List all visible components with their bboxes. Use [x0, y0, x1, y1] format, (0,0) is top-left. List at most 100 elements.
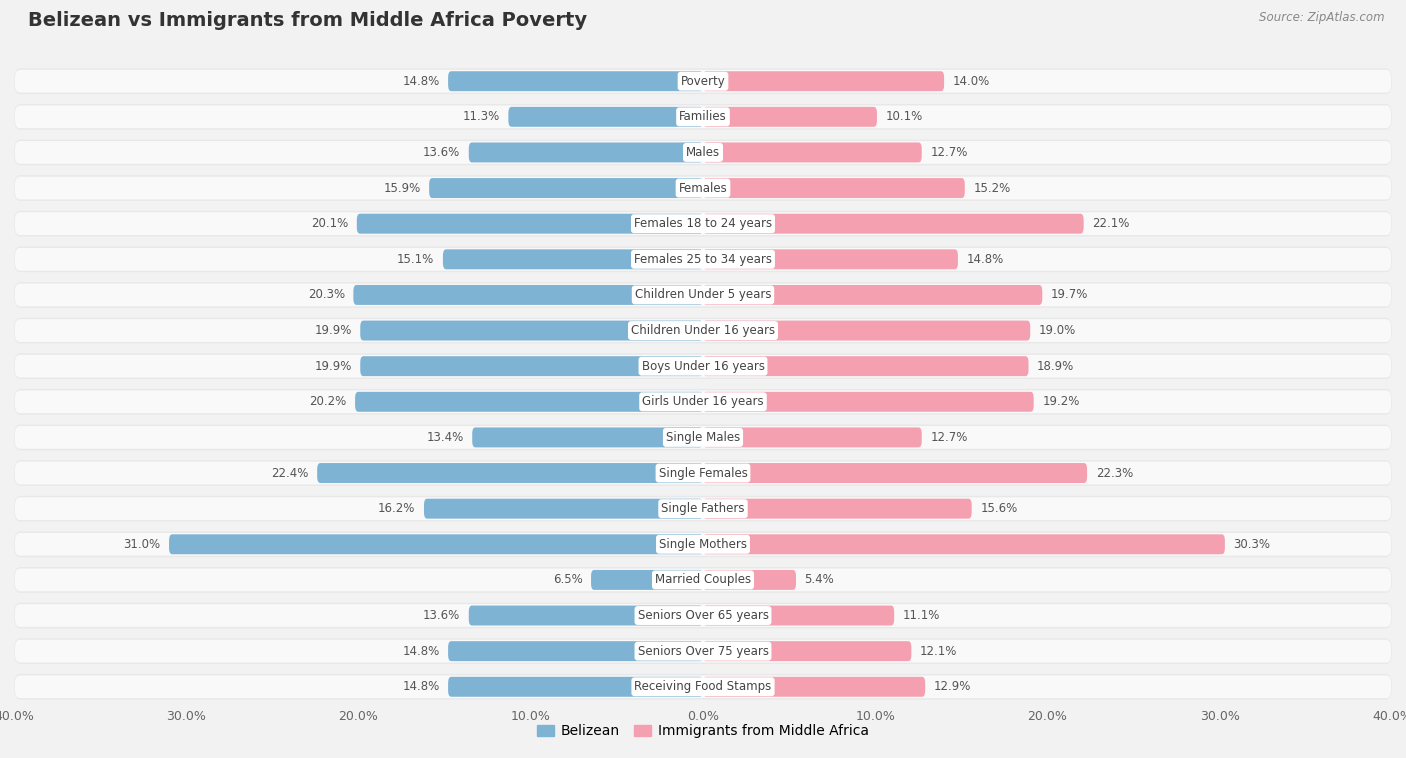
FancyBboxPatch shape — [703, 249, 957, 269]
FancyBboxPatch shape — [703, 143, 922, 162]
FancyBboxPatch shape — [14, 248, 1392, 271]
FancyBboxPatch shape — [14, 319, 1392, 342]
FancyBboxPatch shape — [14, 177, 1392, 199]
FancyBboxPatch shape — [703, 677, 925, 697]
Text: 13.6%: 13.6% — [423, 609, 460, 622]
FancyBboxPatch shape — [14, 283, 1392, 306]
Text: 6.5%: 6.5% — [553, 573, 582, 587]
Text: Families: Families — [679, 111, 727, 124]
FancyBboxPatch shape — [14, 246, 1392, 272]
Text: Poverty: Poverty — [681, 75, 725, 88]
FancyBboxPatch shape — [14, 497, 1392, 520]
Legend: Belizean, Immigrants from Middle Africa: Belizean, Immigrants from Middle Africa — [531, 719, 875, 744]
FancyBboxPatch shape — [14, 175, 1392, 201]
FancyBboxPatch shape — [703, 428, 922, 447]
FancyBboxPatch shape — [14, 212, 1392, 235]
FancyBboxPatch shape — [14, 68, 1392, 94]
FancyBboxPatch shape — [14, 496, 1392, 522]
FancyBboxPatch shape — [703, 285, 1042, 305]
FancyBboxPatch shape — [169, 534, 703, 554]
Text: Belizean vs Immigrants from Middle Africa Poverty: Belizean vs Immigrants from Middle Afric… — [28, 11, 588, 30]
FancyBboxPatch shape — [425, 499, 703, 518]
Text: 14.8%: 14.8% — [402, 680, 440, 694]
FancyBboxPatch shape — [14, 568, 1392, 591]
FancyBboxPatch shape — [468, 143, 703, 162]
FancyBboxPatch shape — [703, 392, 1033, 412]
FancyBboxPatch shape — [14, 567, 1392, 593]
FancyBboxPatch shape — [703, 570, 796, 590]
Text: 15.1%: 15.1% — [396, 253, 434, 266]
FancyBboxPatch shape — [14, 139, 1392, 165]
FancyBboxPatch shape — [14, 355, 1392, 377]
FancyBboxPatch shape — [14, 390, 1392, 413]
FancyBboxPatch shape — [14, 105, 1392, 128]
Text: Boys Under 16 years: Boys Under 16 years — [641, 360, 765, 373]
Text: Children Under 5 years: Children Under 5 years — [634, 289, 772, 302]
FancyBboxPatch shape — [14, 426, 1392, 449]
FancyBboxPatch shape — [472, 428, 703, 447]
FancyBboxPatch shape — [318, 463, 703, 483]
Text: 20.3%: 20.3% — [308, 289, 344, 302]
Text: 19.9%: 19.9% — [315, 324, 352, 337]
Text: 19.2%: 19.2% — [1042, 396, 1080, 409]
Text: 20.2%: 20.2% — [309, 396, 346, 409]
FancyBboxPatch shape — [703, 356, 1029, 376]
Text: 11.1%: 11.1% — [903, 609, 941, 622]
Text: 12.7%: 12.7% — [931, 431, 967, 444]
FancyBboxPatch shape — [703, 321, 1031, 340]
FancyBboxPatch shape — [449, 71, 703, 91]
FancyBboxPatch shape — [443, 249, 703, 269]
FancyBboxPatch shape — [14, 462, 1392, 484]
Text: 15.9%: 15.9% — [384, 182, 420, 195]
Text: Single Males: Single Males — [666, 431, 740, 444]
FancyBboxPatch shape — [703, 71, 945, 91]
FancyBboxPatch shape — [591, 570, 703, 590]
Text: 19.9%: 19.9% — [315, 360, 352, 373]
Text: 18.9%: 18.9% — [1038, 360, 1074, 373]
Text: Females 25 to 34 years: Females 25 to 34 years — [634, 253, 772, 266]
Text: 14.8%: 14.8% — [402, 75, 440, 88]
Text: Girls Under 16 years: Girls Under 16 years — [643, 396, 763, 409]
Text: 12.7%: 12.7% — [931, 146, 967, 159]
Text: Females 18 to 24 years: Females 18 to 24 years — [634, 218, 772, 230]
Text: 12.9%: 12.9% — [934, 680, 972, 694]
Text: 15.6%: 15.6% — [980, 502, 1018, 515]
FancyBboxPatch shape — [509, 107, 703, 127]
FancyBboxPatch shape — [703, 463, 1087, 483]
Text: 31.0%: 31.0% — [124, 537, 160, 551]
Text: 14.8%: 14.8% — [966, 253, 1004, 266]
FancyBboxPatch shape — [703, 107, 877, 127]
FancyBboxPatch shape — [14, 640, 1392, 662]
FancyBboxPatch shape — [14, 141, 1392, 164]
Text: 5.4%: 5.4% — [804, 573, 834, 587]
Text: Married Couples: Married Couples — [655, 573, 751, 587]
FancyBboxPatch shape — [14, 674, 1392, 700]
Text: Males: Males — [686, 146, 720, 159]
FancyBboxPatch shape — [14, 603, 1392, 628]
FancyBboxPatch shape — [703, 178, 965, 198]
FancyBboxPatch shape — [14, 424, 1392, 450]
FancyBboxPatch shape — [703, 641, 911, 661]
FancyBboxPatch shape — [14, 353, 1392, 379]
FancyBboxPatch shape — [703, 606, 894, 625]
Text: 10.1%: 10.1% — [886, 111, 922, 124]
FancyBboxPatch shape — [14, 604, 1392, 627]
FancyBboxPatch shape — [14, 460, 1392, 486]
FancyBboxPatch shape — [356, 392, 703, 412]
Text: 19.7%: 19.7% — [1050, 289, 1088, 302]
Text: 13.4%: 13.4% — [426, 431, 464, 444]
Text: 20.1%: 20.1% — [311, 218, 349, 230]
FancyBboxPatch shape — [360, 356, 703, 376]
Text: 13.6%: 13.6% — [423, 146, 460, 159]
Text: 30.3%: 30.3% — [1233, 537, 1271, 551]
Text: 19.0%: 19.0% — [1039, 324, 1076, 337]
Text: Single Mothers: Single Mothers — [659, 537, 747, 551]
Text: Seniors Over 75 years: Seniors Over 75 years — [637, 644, 769, 658]
Text: 14.0%: 14.0% — [953, 75, 990, 88]
FancyBboxPatch shape — [14, 389, 1392, 415]
FancyBboxPatch shape — [14, 638, 1392, 664]
Text: 14.8%: 14.8% — [402, 644, 440, 658]
Text: 22.3%: 22.3% — [1095, 466, 1133, 480]
FancyBboxPatch shape — [449, 677, 703, 697]
Text: 22.1%: 22.1% — [1092, 218, 1129, 230]
